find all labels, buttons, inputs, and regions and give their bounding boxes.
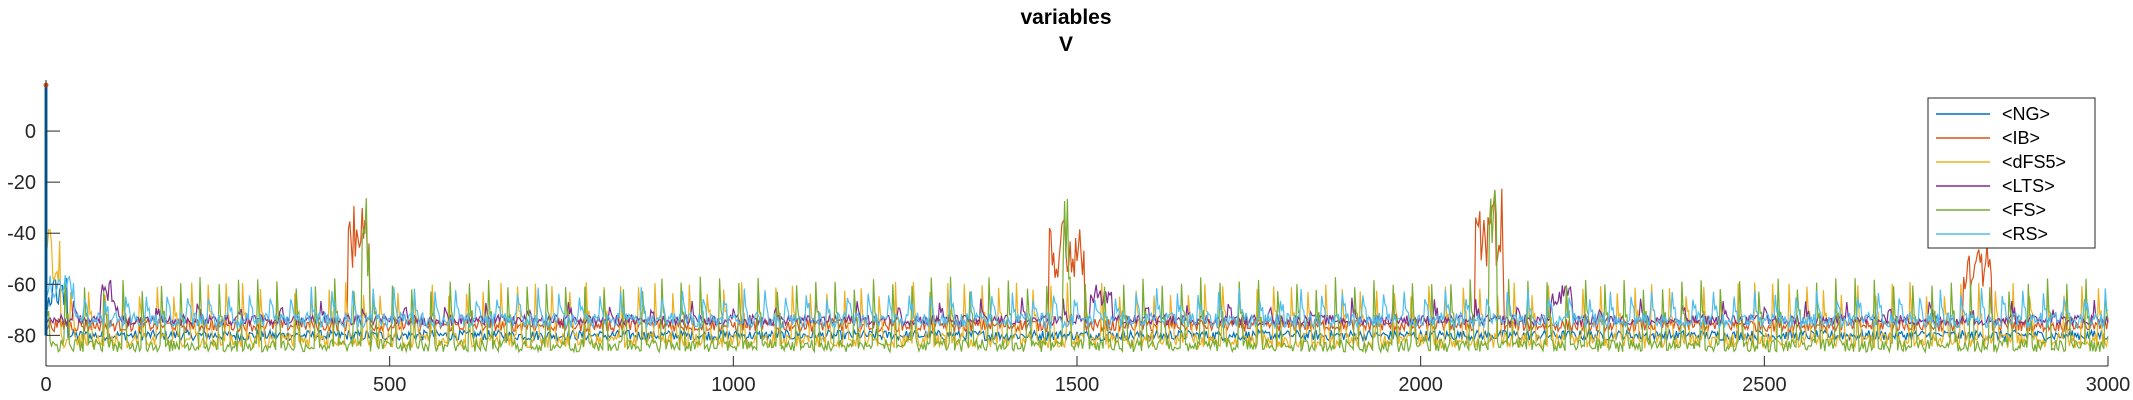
legend-label: <dFS5> — [2002, 152, 2066, 172]
series-line — [45, 188, 2109, 334]
legend-label: <NG> — [2002, 104, 2050, 124]
legend-label: <RS> — [2002, 224, 2048, 244]
y-tick-label: 0 — [25, 121, 36, 143]
x-tick-label: 2000 — [1398, 374, 1443, 396]
y-tick-label: -80 — [7, 325, 36, 347]
chart-subtitle: V — [1059, 33, 1073, 56]
x-tick-label: 0 — [40, 374, 51, 396]
axes: 0 500 1000 1500 2000 2500 3000 0 -20 -40 -60 -80 — [7, 80, 2130, 396]
series-line — [45, 279, 2109, 328]
x-tick-label: 2500 — [1742, 374, 1787, 396]
x-tick-label: 1000 — [711, 374, 756, 396]
legend-label: <FS> — [2002, 200, 2046, 220]
plot-lines — [43, 82, 2109, 355]
x-tick-label: 1500 — [1055, 374, 1100, 396]
y-tick-label: -20 — [7, 172, 36, 194]
legend: <NG> <IB> <dFS5> <LTS> <FS> <RS> — [1927, 97, 2096, 249]
y-tick-label: -60 — [7, 274, 36, 296]
series-line — [45, 275, 2109, 330]
legend-box — [1927, 97, 2096, 249]
x-tick-label: 3000 — [2086, 374, 2131, 396]
chart-title: variables — [1020, 6, 1111, 29]
series-line — [45, 229, 2109, 351]
y-tick-label: -40 — [7, 223, 36, 245]
series-line — [45, 189, 2109, 355]
legend-label: <LTS> — [2002, 176, 2055, 196]
legend-label: <IB> — [2002, 128, 2040, 148]
x-tick-label: 500 — [373, 374, 406, 396]
